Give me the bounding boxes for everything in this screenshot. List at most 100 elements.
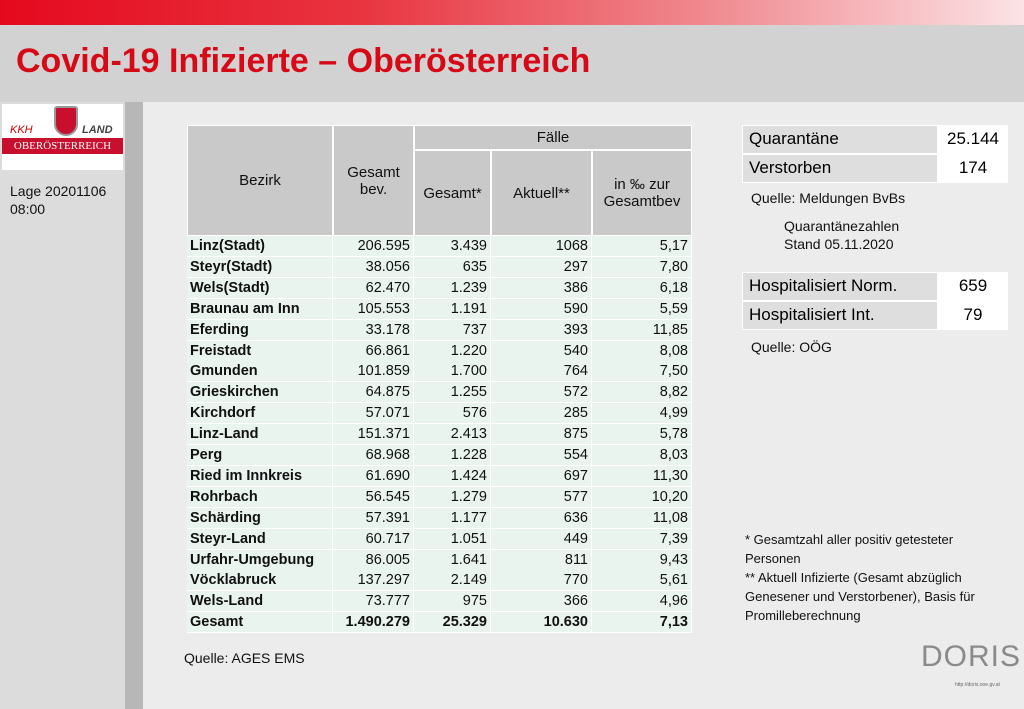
cell-value: 206.595 bbox=[333, 236, 414, 257]
color-strip bbox=[0, 0, 1024, 25]
cell-value: 1.191 bbox=[414, 298, 491, 320]
value-box: 659 bbox=[938, 272, 1008, 301]
hospital-source: Quelle: OÖG bbox=[751, 339, 832, 355]
cell-value: 1.228 bbox=[414, 445, 491, 466]
row-label: Steyr(Stadt) bbox=[187, 256, 333, 278]
cell-value: 68.968 bbox=[333, 445, 414, 466]
cell-value: 386 bbox=[491, 277, 592, 299]
doris-logo: DORIS bbox=[921, 640, 1022, 673]
table-source: Quelle: AGES EMS bbox=[184, 650, 305, 666]
label-box: Hospitalisiert Norm. bbox=[742, 272, 938, 301]
logo-crest bbox=[54, 106, 78, 136]
cell-value: 8,08 bbox=[592, 340, 692, 362]
cell-value: 590 bbox=[491, 298, 592, 320]
cell-value: 554 bbox=[491, 445, 592, 466]
cell-value: 7,39 bbox=[592, 528, 692, 550]
footnote: * Gesamtzahl aller positiv getesteter bbox=[745, 532, 954, 547]
header-gesamt: Gesamt* bbox=[414, 150, 491, 236]
row-label: Wels(Stadt) bbox=[187, 277, 333, 299]
cell-value: 101.859 bbox=[333, 361, 414, 383]
label-box: Quarantäne bbox=[742, 125, 938, 154]
cell-value: 770 bbox=[491, 570, 592, 592]
cell-value: 572 bbox=[491, 382, 592, 404]
quarantine-note: Quarantänezahlen bbox=[784, 218, 900, 234]
row-label: Gesamt bbox=[187, 612, 333, 634]
cell-value: 11,85 bbox=[592, 319, 692, 341]
header-aktuell: Aktuell** bbox=[491, 150, 592, 236]
cell-value: 697 bbox=[491, 465, 592, 487]
row-label: Freistadt bbox=[187, 340, 333, 362]
row-label: Linz(Stadt) bbox=[187, 236, 333, 257]
cell-value: 1.177 bbox=[414, 507, 491, 529]
row-label: Grieskirchen bbox=[187, 382, 333, 404]
row-label: Ried im Innkreis bbox=[187, 465, 333, 487]
footnote: Personen bbox=[745, 551, 801, 566]
cell-value: 61.690 bbox=[333, 465, 414, 487]
cell-value: 25.329 bbox=[414, 612, 491, 634]
cell-value: 105.553 bbox=[333, 298, 414, 320]
row-label: Wels-Land bbox=[187, 591, 333, 613]
cell-value: 449 bbox=[491, 528, 592, 550]
cell-value: 285 bbox=[491, 403, 592, 425]
cell-value: 5,61 bbox=[592, 570, 692, 592]
cell-value: 6,18 bbox=[592, 277, 692, 299]
cell-value: 10.630 bbox=[491, 612, 592, 634]
cell-value: 10,20 bbox=[592, 486, 692, 508]
cell-value: 1.255 bbox=[414, 382, 491, 404]
cell-value: 60.717 bbox=[333, 528, 414, 550]
cell-value: 764 bbox=[491, 361, 592, 383]
cell-value: 1.051 bbox=[414, 528, 491, 550]
cell-value: 9,43 bbox=[592, 549, 692, 571]
cell-value: 1.641 bbox=[414, 549, 491, 571]
doris-url: http://doris.ooe.gv.at bbox=[955, 682, 1000, 688]
cell-value: 11,08 bbox=[592, 507, 692, 529]
cell-value: 2.149 bbox=[414, 570, 491, 592]
cell-value: 56.545 bbox=[333, 486, 414, 508]
cell-value: 1.220 bbox=[414, 340, 491, 362]
cell-value: 57.071 bbox=[333, 403, 414, 425]
row-label: Steyr-Land bbox=[187, 528, 333, 550]
logo-region: OBERÖSTERREICH bbox=[2, 138, 123, 154]
header-line: in ‰ zur bbox=[614, 176, 670, 193]
cell-value: 4,99 bbox=[592, 403, 692, 425]
cell-value: 5,78 bbox=[592, 424, 692, 446]
header-line: Gesamtbev bbox=[603, 193, 681, 210]
cell-value: 86.005 bbox=[333, 549, 414, 571]
cell-value: 1.279 bbox=[414, 486, 491, 508]
footnote: ** Aktuell Infizierte (Gesamt abzüglich bbox=[745, 570, 962, 585]
value-box: 174 bbox=[938, 154, 1008, 183]
row-label: Braunau am Inn bbox=[187, 298, 333, 320]
row-label: Eferding bbox=[187, 319, 333, 341]
cell-value: 66.861 bbox=[333, 340, 414, 362]
value-box: 79 bbox=[938, 301, 1008, 330]
row-label: Gmunden bbox=[187, 361, 333, 383]
cell-value: 1068 bbox=[491, 236, 592, 257]
row-label: Urfahr-Umgebung bbox=[187, 549, 333, 571]
cell-value: 576 bbox=[414, 403, 491, 425]
cell-value: 811 bbox=[491, 549, 592, 571]
cell-value: 737 bbox=[414, 319, 491, 341]
cell-value: 151.371 bbox=[333, 424, 414, 446]
cell-value: 635 bbox=[414, 256, 491, 278]
footnote: Genesener und Verstorbener), Basis für bbox=[745, 589, 975, 604]
logo-land: LAND bbox=[82, 124, 113, 136]
cell-value: 1.424 bbox=[414, 465, 491, 487]
lage-date: Lage 20201106 bbox=[10, 183, 107, 199]
row-label: Perg bbox=[187, 445, 333, 466]
cell-value: 7,80 bbox=[592, 256, 692, 278]
value-box: 25.144 bbox=[938, 125, 1008, 154]
cell-value: 62.470 bbox=[333, 277, 414, 299]
cell-value: 33.178 bbox=[333, 319, 414, 341]
lage-time: 08:00 bbox=[10, 201, 46, 217]
row-label: Linz-Land bbox=[187, 424, 333, 446]
label-box: Hospitalisiert Int. bbox=[742, 301, 938, 330]
row-label: Schärding bbox=[187, 507, 333, 529]
cell-value: 3.439 bbox=[414, 236, 491, 257]
label-box: Verstorben bbox=[742, 154, 938, 183]
sidebar-stripe bbox=[125, 102, 143, 709]
cell-value: 1.490.279 bbox=[333, 612, 414, 634]
cell-value: 540 bbox=[491, 340, 592, 362]
cell-value: 4,96 bbox=[592, 591, 692, 613]
cell-value: 64.875 bbox=[333, 382, 414, 404]
cell-value: 57.391 bbox=[333, 507, 414, 529]
